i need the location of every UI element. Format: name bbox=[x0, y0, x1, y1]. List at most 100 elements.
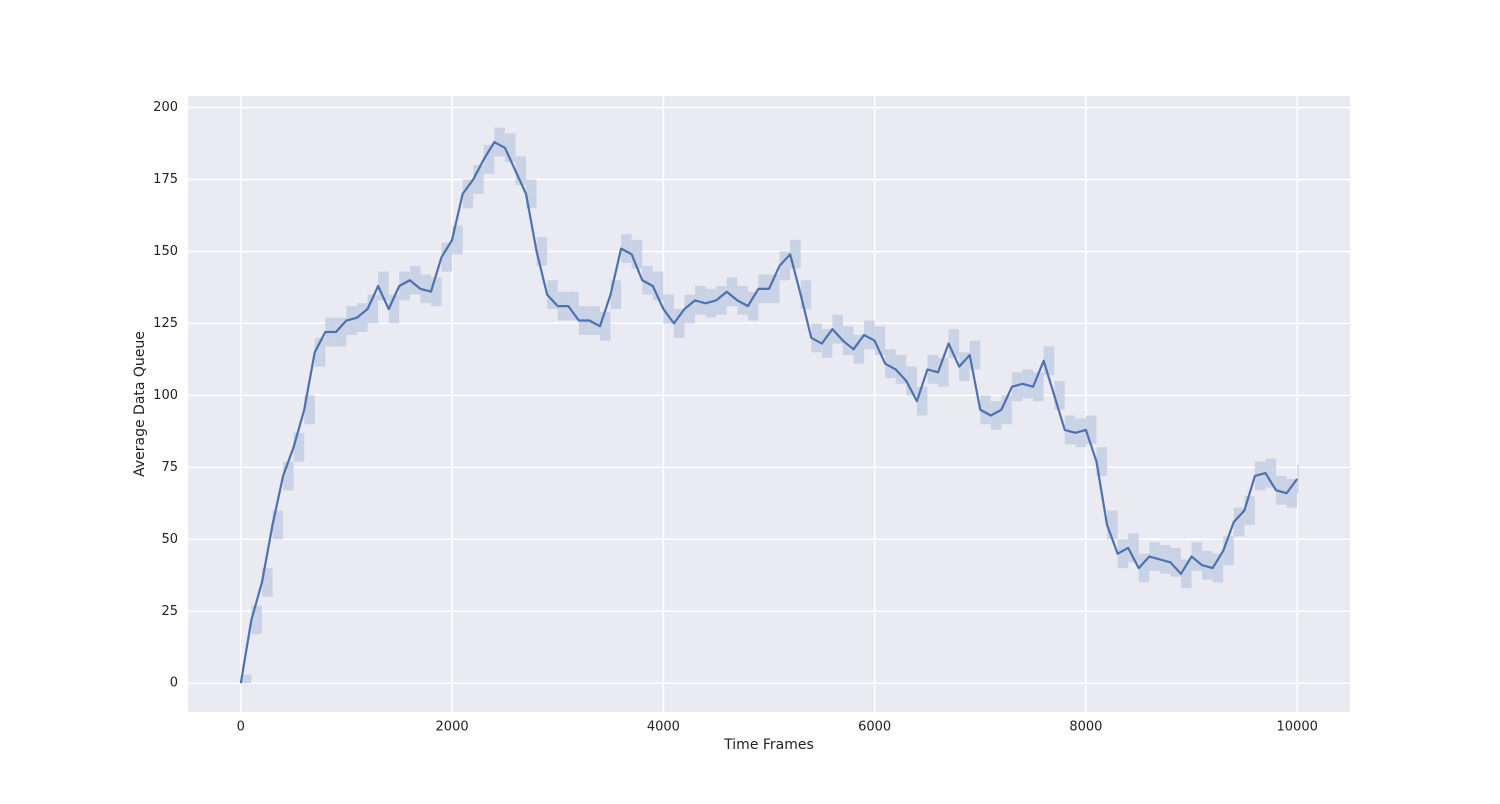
confidence-band bbox=[483, 144, 495, 174]
confidence-band bbox=[335, 317, 347, 347]
confidence-band bbox=[864, 320, 875, 350]
confidence-band bbox=[1064, 415, 1076, 445]
confidence-band bbox=[1212, 553, 1224, 583]
confidence-band bbox=[1043, 346, 1055, 376]
confidence-band bbox=[1054, 380, 1065, 410]
confidence-band bbox=[1128, 533, 1139, 563]
confidence-band bbox=[959, 352, 970, 381]
confidence-band bbox=[779, 251, 791, 281]
confidence-band bbox=[885, 349, 896, 379]
confidence-band bbox=[251, 605, 262, 635]
confidence-band bbox=[938, 357, 949, 387]
y-tick-label: 200 bbox=[153, 100, 178, 115]
x-tick-label: 10000 bbox=[1277, 720, 1318, 735]
confidence-band bbox=[853, 334, 865, 364]
confidence-band bbox=[1254, 461, 1266, 491]
confidence-band bbox=[283, 461, 294, 491]
confidence-band bbox=[821, 329, 833, 358]
confidence-band bbox=[462, 179, 474, 209]
y-tick-label: 175 bbox=[153, 172, 178, 187]
x-tick-label: 0 bbox=[237, 720, 245, 735]
confidence-band bbox=[621, 234, 632, 263]
confidence-band bbox=[726, 277, 738, 307]
confidence-band bbox=[1011, 372, 1023, 402]
confidence-band bbox=[1075, 418, 1086, 448]
confidence-band bbox=[895, 355, 907, 384]
confidence-band bbox=[969, 340, 981, 370]
confidence-band bbox=[1033, 372, 1044, 402]
confidence-band bbox=[790, 239, 801, 269]
confidence-band bbox=[399, 271, 410, 301]
confidence-band bbox=[1276, 475, 1287, 505]
confidence-band bbox=[927, 355, 939, 384]
y-tick-label: 125 bbox=[153, 316, 178, 331]
confidence-band bbox=[832, 314, 843, 344]
confidence-band bbox=[642, 265, 653, 295]
confidence-band bbox=[1265, 458, 1277, 488]
confidence-band bbox=[716, 285, 727, 315]
confidence-band bbox=[367, 294, 379, 324]
confidence-band bbox=[916, 386, 928, 416]
confidence-band bbox=[1191, 542, 1203, 571]
plot-area bbox=[188, 96, 1350, 712]
confidence-band bbox=[1297, 464, 1299, 494]
confidence-band bbox=[1117, 539, 1129, 569]
confidence-band bbox=[240, 674, 252, 684]
confidence-band bbox=[452, 225, 463, 255]
confidence-band bbox=[1085, 415, 1097, 445]
confidence-band bbox=[1138, 553, 1150, 583]
confidence-band bbox=[272, 510, 284, 540]
confidence-band bbox=[948, 329, 960, 358]
confidence-band bbox=[1149, 542, 1160, 571]
confidence-band bbox=[420, 274, 431, 304]
confidence-band bbox=[409, 265, 421, 295]
confidence-band bbox=[906, 366, 917, 396]
confidence-band bbox=[1180, 559, 1192, 589]
confidence-band bbox=[1170, 547, 1181, 577]
confidence-band bbox=[800, 280, 812, 310]
x-tick-label: 8000 bbox=[1069, 720, 1102, 735]
confidence-band bbox=[536, 237, 548, 266]
confidence-band bbox=[357, 303, 368, 333]
confidence-band bbox=[1244, 496, 1255, 525]
confidence-band bbox=[811, 323, 822, 353]
confidence-band bbox=[1233, 507, 1245, 537]
confidence-band bbox=[980, 395, 991, 425]
confidence-band bbox=[526, 179, 537, 209]
confidence-band bbox=[874, 326, 886, 356]
confidence-band bbox=[568, 291, 579, 321]
confidence-band bbox=[610, 280, 622, 310]
confidence-band bbox=[631, 239, 643, 269]
confidence-band bbox=[1096, 447, 1108, 476]
confidence-band bbox=[769, 274, 780, 304]
confidence-band bbox=[304, 395, 315, 425]
confidence-band bbox=[684, 294, 696, 324]
confidence-band bbox=[1107, 510, 1118, 540]
confidence-band bbox=[663, 294, 674, 324]
confidence-band bbox=[589, 306, 600, 335]
confidence-band bbox=[388, 294, 400, 324]
confidence-band bbox=[430, 277, 442, 307]
y-axis-label: Average Data Queue bbox=[132, 331, 148, 477]
confidence-band bbox=[1022, 369, 1034, 399]
confidence-band bbox=[842, 326, 854, 356]
confidence-band bbox=[747, 291, 759, 321]
line bbox=[239, 140, 1299, 684]
confidence-band bbox=[441, 242, 453, 272]
x-tick-label: 2000 bbox=[436, 720, 469, 735]
confidence-band bbox=[990, 401, 1002, 430]
confidence-band bbox=[1001, 395, 1012, 425]
confidence-band bbox=[547, 280, 558, 310]
confidence-band bbox=[1202, 550, 1213, 580]
x-axis-label: Time Frames bbox=[723, 737, 814, 753]
confidence-band bbox=[673, 309, 685, 338]
confidence-band bbox=[737, 285, 748, 315]
confidence-band bbox=[1286, 478, 1298, 508]
y-tick-label: 50 bbox=[161, 532, 178, 547]
y-tick-label: 150 bbox=[153, 244, 178, 259]
confidence-band bbox=[599, 311, 611, 341]
confidence-band bbox=[1159, 545, 1171, 574]
confidence-band bbox=[652, 271, 664, 301]
confidence-band bbox=[515, 156, 527, 186]
